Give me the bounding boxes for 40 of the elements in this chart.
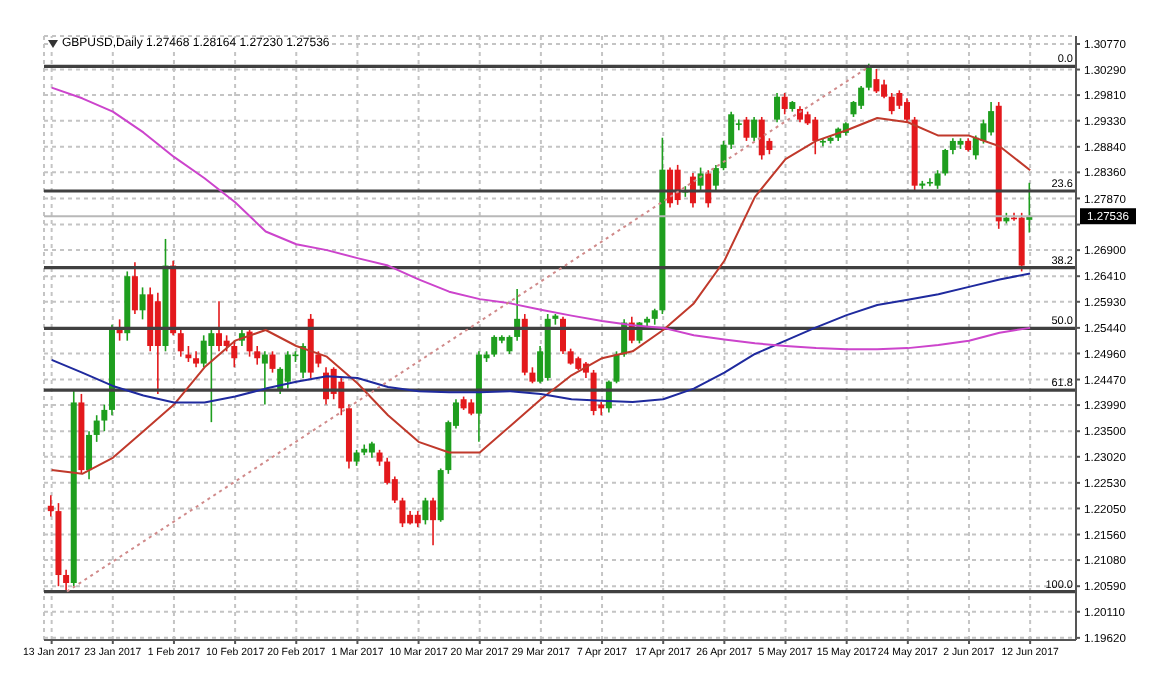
candlestick [101, 403, 108, 433]
candlestick [93, 414, 100, 443]
candlestick [858, 85, 865, 110]
candlestick [300, 342, 307, 379]
candlestick [988, 101, 995, 137]
line-series [50, 86, 1032, 351]
candlestick [131, 261, 138, 315]
candlestick [865, 62, 872, 92]
candlestick [208, 329, 215, 423]
candlestick [781, 92, 788, 116]
candlestick [1018, 212, 1025, 273]
candlestick [491, 334, 498, 358]
candlestick [430, 496, 437, 546]
candlestick [506, 334, 513, 355]
candlestick [154, 291, 161, 395]
candlestick [177, 326, 184, 358]
candlestick [139, 286, 146, 321]
candlestick [200, 334, 207, 369]
candlestick [63, 568, 70, 593]
candlestick [231, 339, 238, 369]
candlestick [261, 350, 268, 406]
candlestick [881, 78, 888, 100]
candlestick [216, 300, 222, 353]
line-series [50, 272, 1032, 404]
candlestick [712, 164, 719, 193]
candlestick [743, 116, 750, 142]
candlestick [888, 92, 895, 116]
candlestick [812, 116, 819, 156]
candlestick [269, 350, 276, 374]
candlestick [919, 180, 926, 190]
candlestick [926, 177, 933, 187]
candlestick [904, 97, 910, 124]
candlestick [86, 430, 93, 480]
candlestick [422, 496, 429, 526]
candlestick [751, 116, 758, 142]
candlestick [758, 116, 765, 161]
candlestick [284, 350, 291, 390]
line-series [50, 117, 1032, 475]
candlestick [774, 92, 781, 124]
candlestick [873, 68, 880, 94]
